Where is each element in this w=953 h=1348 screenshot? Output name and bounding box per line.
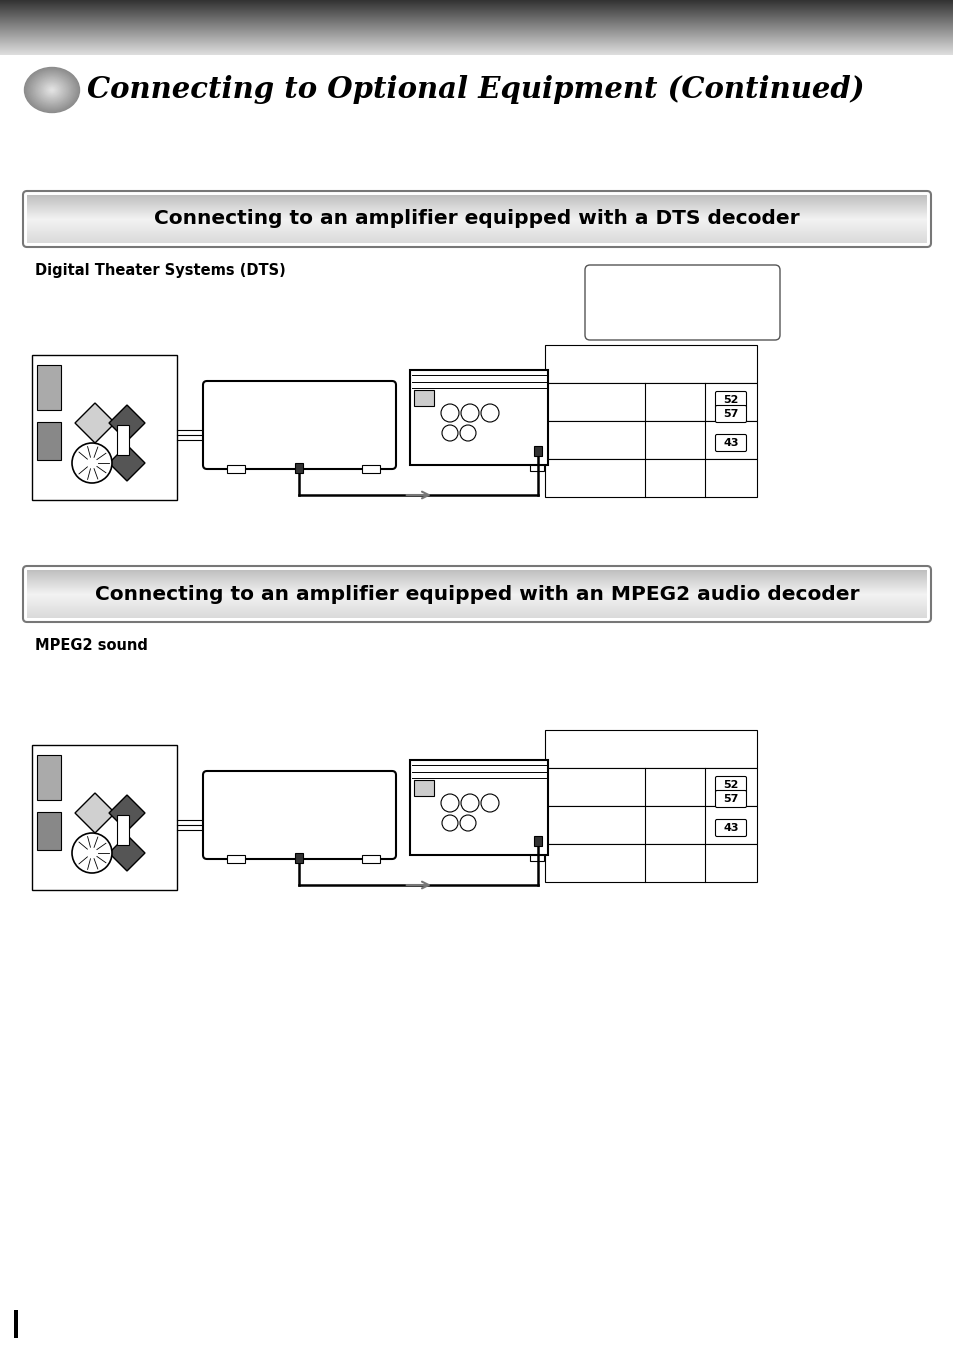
Bar	[414, 780, 434, 797]
Circle shape	[459, 425, 476, 441]
Circle shape	[440, 794, 458, 811]
Circle shape	[441, 816, 457, 830]
Text: 57: 57	[722, 794, 738, 803]
Bar	[14, 1310, 18, 1339]
Polygon shape	[75, 403, 115, 443]
Ellipse shape	[29, 71, 75, 109]
Ellipse shape	[31, 73, 72, 106]
Circle shape	[440, 404, 458, 422]
Ellipse shape	[46, 85, 58, 96]
Ellipse shape	[32, 74, 71, 106]
Ellipse shape	[38, 78, 66, 101]
Ellipse shape	[30, 71, 74, 108]
Text: Connecting to Optional Equipment (Continued): Connecting to Optional Equipment (Contin…	[87, 75, 863, 105]
FancyBboxPatch shape	[715, 434, 745, 452]
Bar	[544, 731, 757, 768]
Ellipse shape	[42, 82, 62, 98]
Bar	[544, 460, 757, 497]
Bar	[32, 355, 177, 500]
Polygon shape	[109, 445, 145, 481]
Ellipse shape	[49, 88, 55, 93]
Polygon shape	[109, 834, 145, 871]
Bar	[544, 768, 757, 806]
Bar	[37, 755, 61, 799]
Ellipse shape	[51, 89, 53, 90]
Ellipse shape	[34, 75, 70, 104]
Circle shape	[460, 404, 478, 422]
Text: 52: 52	[722, 395, 738, 404]
Circle shape	[459, 816, 476, 830]
Bar	[361, 465, 379, 473]
Bar	[534, 446, 541, 456]
FancyBboxPatch shape	[715, 790, 745, 807]
Bar	[37, 365, 61, 410]
Ellipse shape	[43, 82, 61, 97]
Bar	[117, 816, 129, 845]
Circle shape	[441, 425, 457, 441]
FancyBboxPatch shape	[715, 776, 745, 794]
Text: 43: 43	[722, 824, 738, 833]
Text: Connecting to an amplifier equipped with an MPEG2 audio decoder: Connecting to an amplifier equipped with…	[94, 585, 859, 604]
Ellipse shape	[26, 69, 78, 112]
Text: 57: 57	[722, 408, 738, 419]
Circle shape	[460, 794, 478, 811]
Polygon shape	[109, 795, 145, 830]
Ellipse shape	[47, 85, 57, 94]
Ellipse shape	[25, 67, 79, 112]
Circle shape	[71, 833, 112, 874]
Ellipse shape	[44, 84, 60, 96]
Ellipse shape	[39, 80, 65, 101]
Ellipse shape	[41, 81, 63, 98]
Bar	[117, 425, 129, 456]
FancyBboxPatch shape	[203, 381, 395, 469]
Ellipse shape	[40, 80, 64, 100]
Text: Digital Theater Systems (DTS): Digital Theater Systems (DTS)	[35, 263, 286, 278]
Text: 43: 43	[722, 438, 738, 448]
Bar	[410, 760, 547, 855]
Bar	[534, 836, 541, 847]
Bar	[530, 465, 543, 470]
Ellipse shape	[48, 86, 56, 93]
Bar	[295, 853, 303, 863]
Circle shape	[480, 794, 498, 811]
Circle shape	[480, 404, 498, 422]
Circle shape	[71, 443, 112, 483]
Bar	[37, 422, 61, 460]
Bar	[37, 811, 61, 851]
Polygon shape	[75, 793, 115, 833]
Bar	[295, 462, 303, 473]
Ellipse shape	[35, 77, 69, 104]
FancyBboxPatch shape	[715, 406, 745, 422]
Bar	[410, 369, 547, 465]
Text: 52: 52	[722, 780, 738, 790]
Bar	[544, 383, 757, 421]
Bar	[361, 855, 379, 863]
Bar	[544, 345, 757, 383]
Polygon shape	[109, 404, 145, 441]
Ellipse shape	[50, 88, 54, 92]
Text: Connecting to an amplifier equipped with a DTS decoder: Connecting to an amplifier equipped with…	[154, 209, 799, 229]
Ellipse shape	[36, 77, 68, 102]
Bar	[544, 844, 757, 882]
Bar	[227, 465, 245, 473]
Bar	[414, 390, 434, 406]
Bar	[227, 855, 245, 863]
Text: MPEG2 sound: MPEG2 sound	[35, 638, 148, 652]
Bar	[544, 806, 757, 844]
FancyBboxPatch shape	[584, 266, 780, 340]
Ellipse shape	[33, 74, 71, 105]
FancyBboxPatch shape	[715, 391, 745, 408]
Bar	[32, 745, 177, 890]
Bar	[544, 421, 757, 460]
Ellipse shape	[28, 70, 76, 109]
FancyBboxPatch shape	[203, 771, 395, 859]
Ellipse shape	[27, 69, 77, 111]
Bar	[530, 855, 543, 861]
FancyBboxPatch shape	[715, 820, 745, 837]
